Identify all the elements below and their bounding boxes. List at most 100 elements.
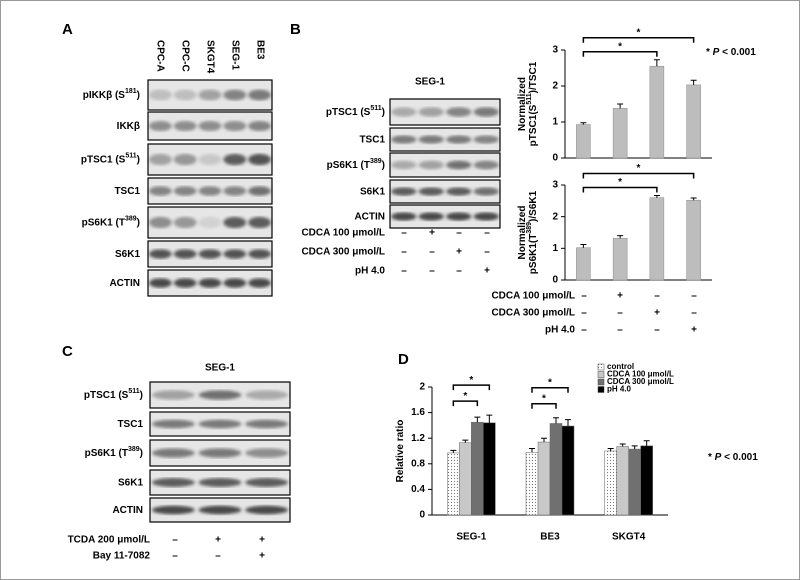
text-part: ) <box>382 107 385 118</box>
text-part: ACTIN <box>112 505 143 516</box>
bar <box>616 446 629 516</box>
blot-band <box>198 448 242 458</box>
blot-band <box>473 160 499 170</box>
blot-band <box>223 153 247 166</box>
text-part: pS6K1 (T <box>327 160 370 171</box>
significance-star: * <box>618 177 622 188</box>
significance-star: * <box>469 375 473 386</box>
y-tick-label: 2 <box>419 382 425 393</box>
blot-band <box>391 187 417 196</box>
blot-band <box>245 505 289 515</box>
condition-sign: – <box>429 266 435 277</box>
bar <box>561 425 575 516</box>
significance-star: * <box>637 27 641 38</box>
blot-band <box>418 160 444 170</box>
row-label: IKKβ <box>117 121 140 132</box>
blot-band <box>245 390 289 400</box>
blot-band <box>223 278 247 288</box>
text-part: pTSC1(S <box>528 104 539 146</box>
bar <box>686 199 701 281</box>
blot-band <box>248 249 272 259</box>
blot-band <box>151 448 195 458</box>
row-label: pTSC1 (S511) <box>326 105 385 118</box>
blot-band <box>418 212 444 221</box>
text-part: pTSC1 (S <box>84 390 129 401</box>
blot-band <box>223 186 247 196</box>
blot-band <box>148 153 172 166</box>
superscript: 389 <box>370 158 382 165</box>
condition-sign: – <box>215 551 221 562</box>
text-part: TSC1 <box>117 419 143 430</box>
superscript: 389 <box>526 222 533 234</box>
text-part: S6K1 <box>360 186 385 197</box>
text-part: Normalized <box>517 206 528 260</box>
condition-sign: – <box>401 228 407 239</box>
lane-label: BE3 <box>254 40 265 60</box>
y-axis-label: Normalized <box>517 206 528 260</box>
text-part: < 0.001 <box>719 47 756 58</box>
condition-sign: – <box>617 325 623 336</box>
bar <box>459 442 472 516</box>
text-part: Normalized <box>517 77 528 131</box>
blot-band <box>391 160 417 170</box>
row-label: S6K1 <box>360 186 385 197</box>
row-label: S6K1 <box>115 249 140 260</box>
blot-band <box>473 212 499 221</box>
superscript: 389 <box>125 215 137 222</box>
text-part: TSC1 <box>114 186 140 197</box>
blot-band <box>418 187 444 196</box>
blot-band <box>223 249 247 259</box>
condition-sign: + <box>456 247 462 258</box>
annotation: * P < 0.001 <box>708 452 758 463</box>
error-bar <box>690 197 697 201</box>
panel-label: B <box>290 21 301 38</box>
blot-band <box>148 89 172 101</box>
error-bar <box>607 447 614 451</box>
superscript: 511 <box>526 93 533 104</box>
blot-band <box>148 186 172 196</box>
row-label: pS6K1 (T389) <box>85 446 143 459</box>
significance-star: * <box>618 41 622 52</box>
bar <box>576 124 591 159</box>
legend-swatch <box>597 371 605 378</box>
error-bar <box>541 437 547 443</box>
blot-band <box>151 478 195 487</box>
error-bar <box>617 235 624 239</box>
blot-band <box>223 216 247 229</box>
condition-sign: – <box>581 325 587 336</box>
blot-band <box>446 135 472 144</box>
condition-sign: – <box>484 228 490 239</box>
blot-band <box>248 120 272 132</box>
blot-band <box>198 153 222 166</box>
legend-swatch <box>597 378 605 386</box>
text-part: pIKKβ (S <box>83 90 126 101</box>
panel-label: C <box>62 343 73 360</box>
bar <box>447 452 460 516</box>
y-axis-label: pS6K1(T389)/S6K1 <box>526 190 539 274</box>
blot-band <box>248 216 272 229</box>
text-part: pS6K1 (T <box>82 217 125 228</box>
y-axis-label: Relative ratio <box>395 420 406 483</box>
legend-label: control <box>607 362 634 371</box>
superscript: 389 <box>128 446 140 453</box>
condition-sign: + <box>654 308 660 319</box>
significance-bracket <box>582 186 658 193</box>
significance-bracket <box>582 36 695 43</box>
error-bar <box>653 59 660 67</box>
blot-band <box>151 419 195 429</box>
condition-sign: – <box>172 551 178 562</box>
error-bar <box>690 79 697 85</box>
lane-label: SKGT4 <box>204 40 215 74</box>
text-part: ACTIN <box>109 278 140 289</box>
text-part: ACTIN <box>354 211 385 222</box>
error-bar <box>643 440 650 446</box>
condition-sign: – <box>172 535 178 546</box>
text-part: ) <box>137 154 140 165</box>
significance-star: * <box>542 393 546 404</box>
lane-label: SEG-1 <box>229 40 240 70</box>
superscript: 511 <box>128 388 139 395</box>
blot-strip <box>389 204 501 229</box>
significance-bracket <box>582 50 658 57</box>
bar <box>649 65 665 159</box>
row-label: ACTIN <box>354 211 385 222</box>
